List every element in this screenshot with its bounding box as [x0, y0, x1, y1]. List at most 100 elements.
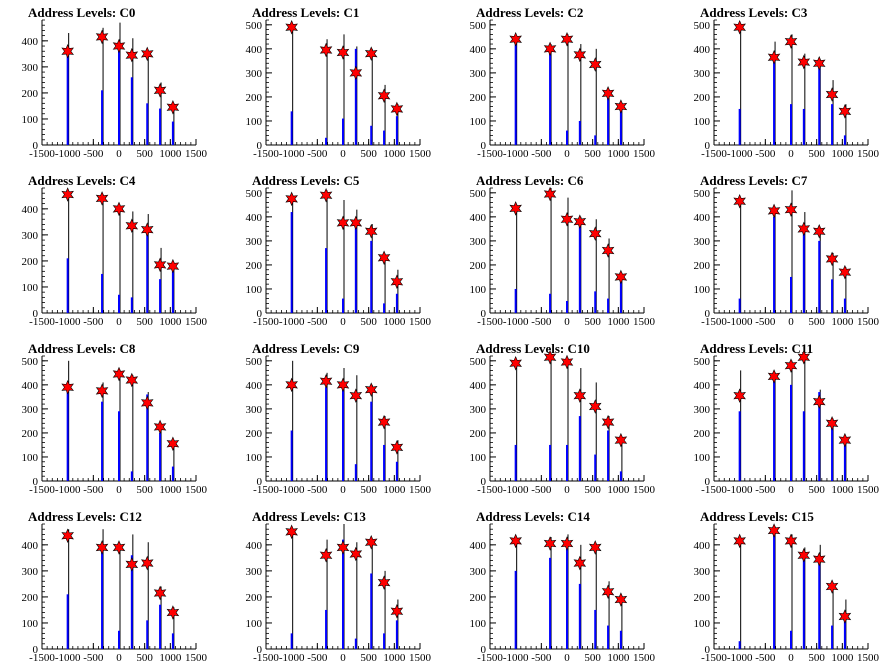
x-tick-label: 1500: [633, 316, 656, 328]
x-tick-label: -1500: [701, 484, 727, 496]
peak-bar: [619, 630, 622, 649]
peak-marker: [733, 19, 746, 35]
x-tick-label: 1000: [831, 316, 854, 328]
peak-marker: [573, 388, 587, 403]
y-tick-label: 300: [694, 236, 711, 248]
peak-bar: [818, 563, 821, 649]
peak-marker: [390, 603, 404, 619]
peak-marker: [588, 226, 602, 241]
peak-bar: [101, 547, 104, 649]
peak-marker: [377, 250, 391, 265]
x-tick-label: -1500: [29, 316, 55, 328]
x-tick-label: 0: [564, 484, 570, 496]
x-tick-label: -1000: [727, 148, 753, 160]
peak-marker: [573, 555, 587, 571]
peak-bar: [549, 557, 552, 649]
peak-bar: [130, 77, 133, 145]
peak-bar: [607, 430, 610, 481]
x-tick-label: -500: [531, 484, 552, 496]
peak-bar: [118, 411, 120, 481]
x-tick-label: 0: [788, 484, 794, 496]
peak-bar: [594, 609, 597, 649]
peak-marker: [797, 349, 811, 365]
y-tick-label: 0: [257, 140, 263, 152]
y-tick-label: 300: [246, 566, 263, 578]
y-tick-label: 100: [470, 618, 487, 630]
y-tick-label: 300: [246, 404, 263, 416]
chart-panel: Address Levels: C9 0 100 200 300 400 500 -1500-…: [224, 336, 448, 504]
peak-marker: [601, 584, 615, 599]
y-tick-label: 100: [22, 282, 39, 294]
peak-marker: [733, 533, 746, 549]
x-tick-label: 500: [808, 148, 825, 160]
chart-title: Address Levels: C1: [252, 5, 360, 20]
x-tick-label: 0: [564, 652, 570, 664]
peak-marker: [573, 47, 587, 63]
x-tick-label: 1500: [185, 484, 208, 496]
x-tick-label: 1500: [409, 652, 432, 664]
peak-marker: [125, 218, 139, 234]
peak-marker: [61, 43, 74, 59]
x-tick-label: 1500: [857, 652, 880, 664]
y-tick-label: 300: [22, 404, 39, 416]
peak-bar: [738, 108, 741, 145]
peak-marker: [733, 193, 746, 209]
x-tick-label: 1000: [607, 484, 630, 496]
peak-marker: [767, 369, 781, 384]
peak-bar: [790, 384, 792, 481]
chart-panel: Address Levels: C3 0 100 200 300 400 500 -1500-…: [672, 0, 896, 168]
peak-bar: [325, 248, 328, 313]
peak-marker: [349, 65, 363, 81]
peak-bar: [146, 232, 149, 313]
chart-title: Address Levels: C2: [476, 5, 584, 20]
peak-marker: [812, 394, 826, 409]
peak-bar: [514, 444, 517, 481]
peak-bar: [594, 135, 597, 145]
x-tick-label: 0: [116, 484, 122, 496]
x-tick-label: -1000: [503, 148, 529, 160]
peak-marker: [153, 419, 167, 435]
y-tick-label: 200: [22, 428, 39, 440]
peak-marker: [112, 540, 126, 555]
x-tick-label: -1500: [253, 652, 279, 664]
peak-bar: [738, 641, 741, 649]
x-tick-label: 0: [116, 652, 122, 664]
x-tick-label: 500: [584, 148, 601, 160]
y-tick-label: 500: [22, 356, 39, 368]
peak-bar: [843, 620, 846, 649]
chart-plot: 0 100 200 300 400 500 -1500 -1000 -500 0 500 1000 15…: [694, 19, 880, 160]
peak-bar: [342, 387, 344, 481]
peak-marker: [614, 592, 628, 607]
peak-bar: [594, 454, 597, 481]
peak-bar: [802, 108, 805, 145]
x-tick-label: 500: [136, 316, 153, 328]
y-tick-label: 200: [22, 592, 39, 604]
x-tick-label: -1500: [477, 316, 503, 328]
peak-marker: [153, 83, 167, 98]
chart-title: Address Levels: C0: [28, 5, 136, 20]
peak-bar: [607, 96, 610, 145]
peak-bar: [383, 303, 386, 313]
peak-marker: [95, 29, 109, 45]
peak-marker: [797, 547, 811, 563]
peak-marker: [767, 523, 781, 538]
chart-title: Address Levels: C7: [700, 173, 808, 188]
x-tick-label: -1500: [253, 148, 279, 160]
y-tick-label: 0: [257, 476, 263, 488]
peak-bar: [290, 111, 293, 145]
peak-bar: [354, 464, 357, 481]
y-tick-label: 400: [246, 212, 263, 224]
x-tick-label: -500: [307, 652, 328, 664]
peak-marker: [601, 86, 615, 101]
y-tick-label: 500: [246, 20, 263, 32]
peak-marker: [560, 536, 574, 551]
peak-bar: [66, 48, 69, 146]
peak-bar: [843, 442, 846, 481]
peak-marker: [336, 45, 350, 60]
peak-bar: [818, 392, 821, 481]
chart-title: Address Levels: C8: [28, 341, 136, 356]
peak-marker: [509, 201, 522, 216]
peak-bar: [831, 104, 834, 145]
y-tick-label: 500: [470, 188, 487, 200]
x-tick-label: 1000: [607, 652, 630, 664]
